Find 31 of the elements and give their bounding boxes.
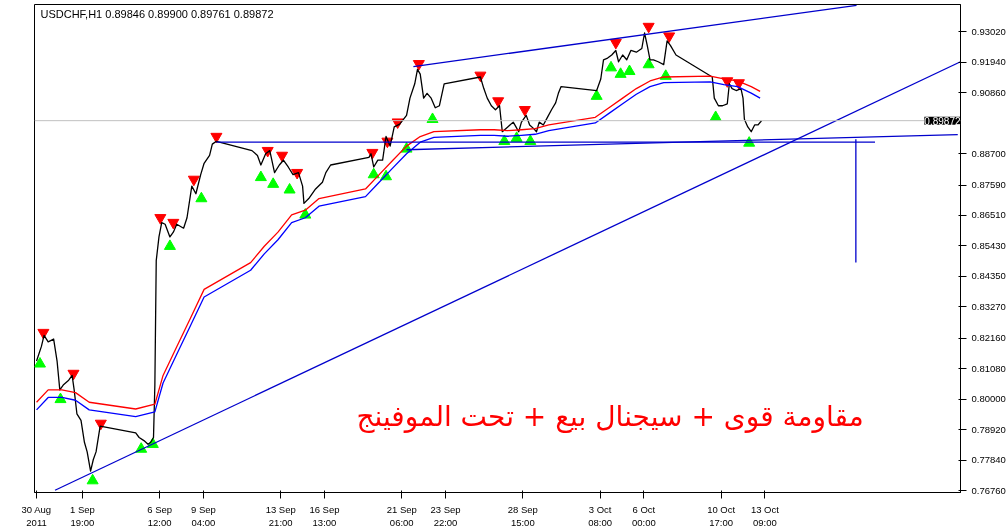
x-tick-label: 6 Sep 12:00 (147, 503, 173, 528)
x-tick-label: 21 Sep 06:00 (386, 503, 417, 528)
x-tick-label: 30 Aug 2011 (21, 503, 52, 528)
y-tick-label: 0.81080 (971, 362, 1006, 374)
y-tick-label: 0.91940 (971, 56, 1006, 68)
y-tick-label: 0.86510 (971, 209, 1006, 221)
y-tick-label: 0.78920 (971, 423, 1006, 435)
y-tick-label: 0.90860 (971, 86, 1006, 98)
y-tick-label: 0.77840 (971, 454, 1006, 466)
x-tick-label: 16 Sep 13:00 (309, 503, 340, 528)
annotation: مقاومة قوى + سيجنال بيع + تحت الموفينج (356, 399, 864, 433)
x-tick-label: 28 Sep 15:00 (507, 503, 538, 528)
x-tick-label: 13 Sep 21:00 (265, 503, 296, 528)
y-tick-label: 0.76760 (971, 484, 1006, 496)
y-tick-label: 0.93020 (971, 25, 1006, 37)
y-tick-label: 0.88700 (971, 147, 1006, 159)
x-tick-label: 1 Sep 19:00 (69, 503, 95, 528)
x-tick-label: 13 Oct 09:00 (750, 503, 780, 528)
y-tick-label: 0.82160 (971, 332, 1006, 344)
chart-title: USDCHF,H1 0.89846 0.89900 0.89761 0.89872 (40, 7, 274, 20)
ref-line-label: 0.89872 (924, 115, 961, 127)
x-tick-label: 6 Oct 00:00 (631, 503, 656, 528)
x-tick-label: 3 Oct 08:00 (588, 503, 612, 528)
y-tick-label: 0.83270 (971, 300, 1006, 312)
y-tick-label: 0.87590 (971, 179, 1006, 191)
x-tick-label: 23 Sep 22:00 (430, 503, 461, 528)
y-tick-label: 0.85430 (971, 239, 1006, 251)
y-tick-label: 0.84350 (971, 270, 1006, 282)
x-tick-label: 10 Oct 17:00 (707, 503, 736, 528)
x-tick-label: 9 Sep 04:00 (191, 503, 216, 528)
y-tick-label: 0.80000 (971, 393, 1006, 405)
